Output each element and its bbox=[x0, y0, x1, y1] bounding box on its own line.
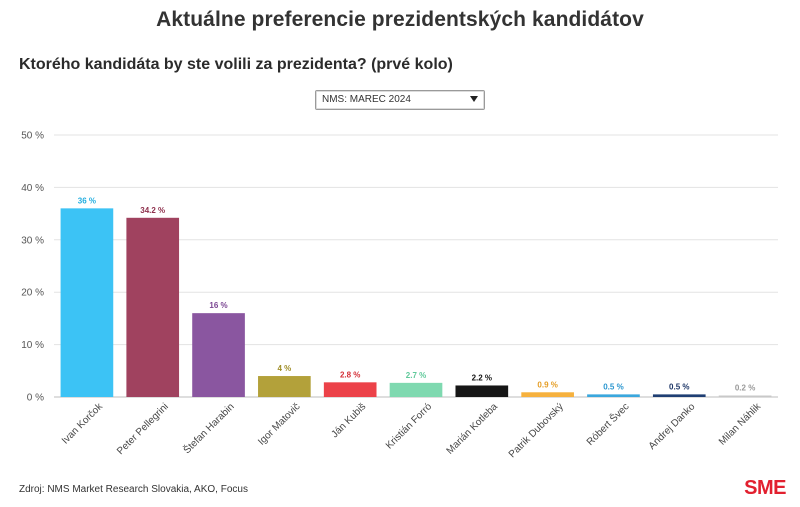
x-category-label: Patrik Dubovský bbox=[507, 401, 566, 460]
y-tick-label: 30 % bbox=[21, 235, 44, 246]
bar-value-label: 4 % bbox=[277, 364, 291, 373]
bar[interactable] bbox=[389, 382, 443, 397]
survey-period-value: NMS: MAREC 2024 bbox=[322, 94, 411, 105]
bar-value-label: 0.5 % bbox=[669, 382, 689, 391]
bar-value-label: 2.8 % bbox=[340, 370, 360, 379]
bar-value-label: 0.9 % bbox=[537, 380, 557, 389]
bar[interactable] bbox=[455, 385, 509, 397]
bar[interactable] bbox=[258, 376, 311, 397]
y-tick-label: 10 % bbox=[21, 340, 44, 351]
page-title: Aktuálne preferencie prezidentských kand… bbox=[156, 8, 644, 31]
x-category-label: Ivan Korčok bbox=[60, 401, 106, 447]
source-note: Zdroj: NMS Market Research Slovakia, AKO… bbox=[19, 484, 248, 495]
data-labels: 36 % 34.2 % 16 % 4 % 2.8 % 2.7 % 2.2 % 0.9 % 0.5… bbox=[78, 196, 756, 392]
y-tick-label: 40 % bbox=[21, 183, 44, 194]
bar-value-label: 34.2 % bbox=[140, 206, 165, 215]
bars bbox=[60, 208, 772, 398]
y-tick-label: 20 % bbox=[21, 288, 44, 299]
bar-value-label: 2.2 % bbox=[472, 373, 492, 382]
bar-value-label: 0.5 % bbox=[603, 382, 623, 391]
bar[interactable] bbox=[60, 208, 114, 397]
survey-period-select[interactable]: NMS: MAREC 2024 bbox=[315, 90, 485, 110]
x-category-label: Kristián Forró bbox=[384, 401, 435, 452]
x-category-label: Milan Náhlik bbox=[717, 401, 764, 448]
chart-question: Ktorého kandidáta by ste volili za prezi… bbox=[19, 56, 453, 73]
bar[interactable] bbox=[192, 313, 245, 397]
x-category-label: Peter Pellegrini bbox=[115, 401, 171, 457]
bar-chart: 0 % 10 % 20 % 30 % 40 % 50 % 36 % 34.2 % 16 % 4 … bbox=[21, 131, 778, 460]
x-category-label: Andrej Danko bbox=[647, 401, 698, 452]
bar[interactable] bbox=[652, 394, 706, 397]
x-category-label: Štefan Harabin bbox=[180, 400, 236, 456]
bar-value-label: 16 % bbox=[209, 301, 227, 310]
x-category-label: Ján Kubiš bbox=[329, 401, 368, 440]
sme-logo: SME bbox=[744, 477, 786, 499]
bar[interactable] bbox=[126, 217, 180, 397]
bar[interactable] bbox=[521, 392, 574, 397]
y-tick-label: 50 % bbox=[21, 131, 44, 142]
bar-value-label: 2.7 % bbox=[406, 371, 426, 380]
bar[interactable] bbox=[587, 394, 640, 397]
x-category-label: Marián Kotleba bbox=[445, 401, 501, 457]
y-tick-label: 0 % bbox=[27, 393, 44, 404]
bar[interactable] bbox=[323, 382, 377, 397]
bar[interactable] bbox=[718, 395, 772, 398]
bar-value-label: 0.2 % bbox=[735, 384, 755, 393]
chevron-down-icon bbox=[470, 96, 478, 102]
x-category-label: Igor Matovič bbox=[256, 401, 302, 447]
y-axis-ticks: 0 % 10 % 20 % 30 % 40 % 50 % bbox=[21, 131, 44, 404]
bar-value-label: 36 % bbox=[78, 196, 96, 205]
x-category-label: Róbert Švec bbox=[583, 400, 631, 448]
x-axis-labels: Ivan Korčok Peter Pellegrini Štefan Harabi… bbox=[60, 400, 764, 460]
